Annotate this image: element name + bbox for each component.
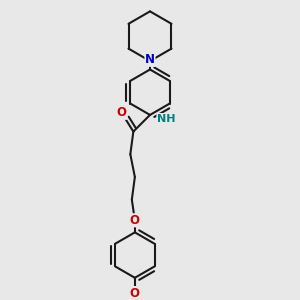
Text: NH: NH: [157, 114, 176, 124]
Text: O: O: [130, 214, 140, 227]
Text: N: N: [145, 53, 155, 66]
Text: O: O: [130, 287, 140, 300]
Text: O: O: [117, 106, 127, 119]
